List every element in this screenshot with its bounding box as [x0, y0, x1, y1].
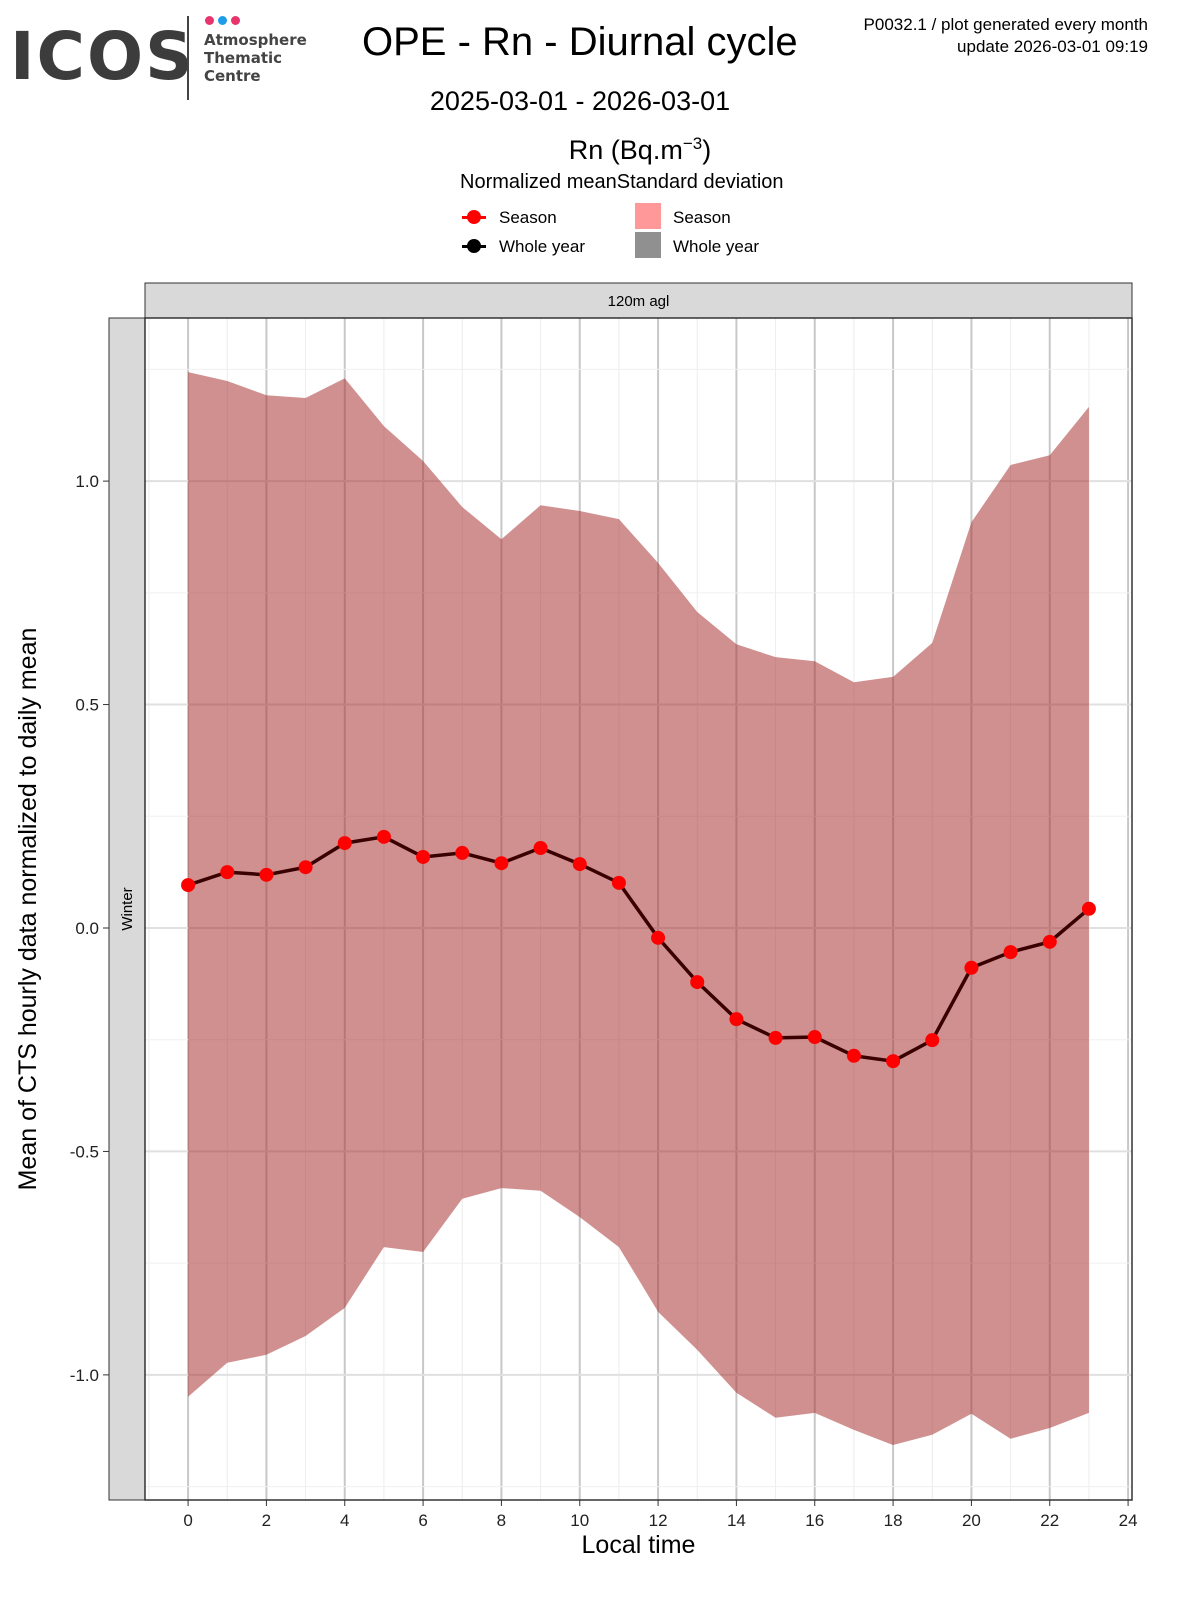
season-mean-point	[611, 875, 626, 890]
season-mean-point	[807, 1030, 822, 1045]
legend-whole-point-icon	[467, 239, 481, 253]
unit-close: )	[702, 135, 712, 165]
legend-title-sd: Standard deviation	[616, 171, 784, 193]
facet-label-top: 120m agl	[608, 293, 670, 310]
x-tick-label: 4	[340, 1511, 349, 1530]
logo-sub: Atmosphere	[204, 31, 307, 49]
y-tick-label: 0.0	[75, 919, 99, 938]
x-tick-label: 8	[497, 1511, 506, 1530]
meta-line: update 2026-03-01 09:19	[957, 37, 1148, 56]
legend-mean-season: Season	[499, 208, 557, 227]
season-mean-point	[886, 1054, 901, 1069]
facet-label-side: Winter	[119, 887, 136, 930]
season-mean-point	[376, 829, 391, 844]
season-mean-point	[494, 856, 509, 871]
icos-logo: ICOS	[10, 18, 195, 95]
season-mean-point	[259, 867, 274, 882]
unit-exp: −3	[682, 134, 703, 153]
x-tick-label: 10	[570, 1511, 589, 1530]
logo-dot-icon	[205, 16, 214, 25]
y-tick-label: 1.0	[75, 472, 99, 491]
unit-main: Rn (Bq.m	[568, 135, 683, 165]
chart-title: OPE - Rn - Diurnal cycle	[362, 20, 798, 64]
x-tick-label: 24	[1119, 1511, 1138, 1530]
panel-border	[144, 317, 1133, 1501]
season-mean-point	[925, 1033, 940, 1048]
legend-sd-whole: Whole year	[673, 237, 759, 256]
logo-dot-icon	[218, 16, 227, 25]
season-mean-point	[1081, 901, 1096, 916]
season-mean-point	[964, 960, 979, 975]
date-range: 2025-03-01 - 2026-03-01	[429, 86, 731, 116]
legend-sd-season: Season	[673, 208, 731, 227]
season-mean-point	[768, 1030, 783, 1045]
season-mean-point	[416, 849, 431, 864]
season-mean-point	[337, 836, 352, 851]
season-mean-point	[651, 930, 666, 945]
y-tick-label: 0.5	[75, 696, 99, 715]
facet-strip-side	[108, 317, 146, 1501]
season-mean-point	[455, 845, 470, 860]
season-mean-line	[187, 835, 1091, 1063]
legend-title: Normalized meanStandard deviation	[460, 171, 784, 194]
legend-season-point-icon	[467, 210, 481, 224]
x-axis-label: Local time	[582, 1531, 696, 1559]
legend-sd-season-swatch	[635, 203, 661, 229]
logo-sub: Centre	[204, 67, 261, 85]
season-mean-point	[533, 841, 548, 856]
x-tick-label: 20	[962, 1511, 981, 1530]
season-mean-point	[572, 857, 587, 872]
season-mean-point	[220, 865, 235, 880]
logo-dot-icon	[231, 16, 240, 25]
season-mean-point	[181, 878, 196, 893]
x-tick-label: 0	[183, 1511, 192, 1530]
logo-divider	[187, 16, 189, 100]
y-tick-label: -1.0	[70, 1366, 99, 1385]
season-mean-point	[729, 1012, 744, 1027]
x-tick-label: 18	[884, 1511, 903, 1530]
logo-sub: Thematic	[204, 49, 283, 67]
y-tick-label: -0.5	[70, 1142, 99, 1161]
x-tick-label: 22	[1040, 1511, 1059, 1530]
y-axis-label: Mean of CTS hourly data normalized to da…	[14, 628, 42, 1191]
season-mean-point	[1003, 945, 1018, 960]
x-tick-label: 12	[649, 1511, 668, 1530]
meta-line: P0032.1 / plot generated every month	[863, 15, 1148, 34]
x-tick-label: 2	[262, 1511, 271, 1530]
plot-meta: P0032.1 / plot generated every month upd…	[864, 14, 1148, 58]
x-tick-label: 16	[805, 1511, 824, 1530]
unit-label: Rn (Bq.m−3)	[0, 134, 1200, 166]
x-tick-label: 14	[727, 1511, 746, 1530]
season-mean-point	[298, 860, 313, 875]
x-tick-label: 6	[418, 1511, 427, 1530]
facet-strip-top	[144, 282, 1133, 319]
legend-mean-whole: Whole year	[499, 237, 585, 256]
season-mean-point	[846, 1048, 861, 1063]
legend-sd-whole-swatch	[635, 232, 661, 258]
legend-title-mean: Normalized mean	[460, 171, 617, 193]
season-mean-point	[1042, 934, 1057, 949]
season-mean-point	[690, 975, 705, 990]
